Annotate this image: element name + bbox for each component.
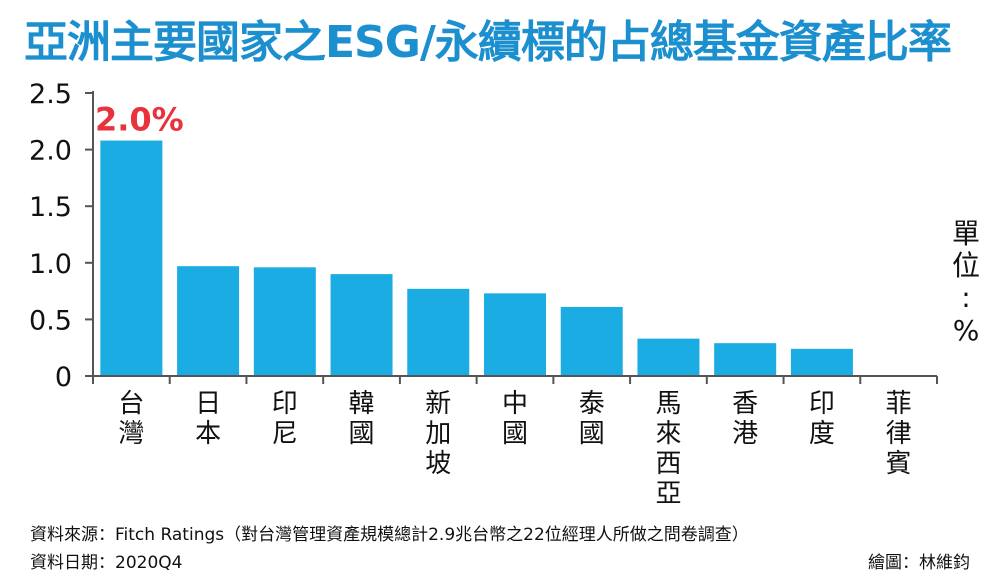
x-tick-label: 泰國: [579, 389, 605, 449]
x-tick-label: 菲律賓: [886, 389, 912, 479]
chart-title: 亞洲主要國家之ESG/永續標的占總基金資產比率: [24, 17, 952, 68]
bar-台灣: [100, 140, 163, 376]
credit-note: 繪圖：林維鈞: [868, 553, 970, 573]
bar-新加坡: [407, 288, 470, 376]
y-tick-label: 2.0: [29, 136, 72, 167]
bar-香港: [714, 343, 777, 376]
x-tick-label: 印度: [809, 389, 835, 449]
y-tick-label: 2.5: [29, 79, 72, 110]
date-note: 資料日期：2020Q4: [30, 553, 183, 573]
bars: [100, 140, 853, 376]
x-tick-label: 日本: [195, 389, 221, 449]
y-tick-label: 1.5: [29, 192, 72, 223]
data-label: 2.0%: [95, 101, 184, 139]
bar-印尼: [253, 267, 316, 376]
bar-馬來西亞: [637, 338, 700, 376]
x-tick-label: 馬來西亞: [655, 389, 681, 509]
x-tick-label: 中國: [502, 389, 528, 449]
bar-印度: [790, 348, 853, 376]
x-tick-label: 韓國: [349, 389, 375, 449]
y-axis: 0 0.5 1.0 1.5 2.0 2.5: [29, 79, 94, 393]
data-labels: 2.0%: [95, 101, 184, 139]
y-tick-label: 0: [55, 362, 72, 393]
y-tick-label: 1.0: [29, 249, 72, 280]
unit-char: 單: [951, 217, 980, 250]
x-tick-label: 印尼: [272, 389, 298, 449]
bar-泰國: [560, 306, 623, 376]
x-tick-label: 香港: [732, 389, 758, 449]
bar-日本: [177, 266, 240, 376]
x-tick-label: 台灣: [118, 389, 144, 449]
source-note: 資料來源：Fitch Ratings（對台灣管理資產規模總計2.9兆台幣之22位…: [30, 525, 749, 545]
unit-label: 單位:%: [946, 217, 986, 347]
unit-char: %: [952, 313, 980, 347]
bar-韓國: [330, 274, 393, 376]
x-tick-label: 新加坡: [425, 389, 451, 479]
unit-char: 位: [951, 249, 980, 283]
y-tick-label: 0.5: [29, 305, 72, 336]
bar-中國: [484, 293, 546, 376]
unit-char: :: [961, 281, 971, 315]
